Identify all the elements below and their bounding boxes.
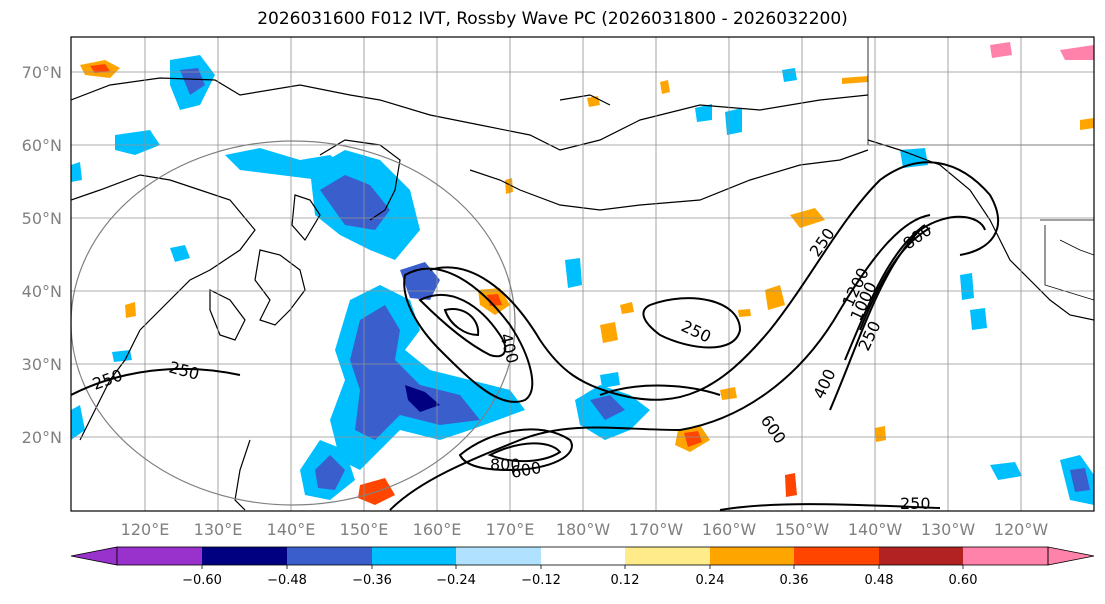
colorbar-swatch [879,547,963,565]
colorbar-tick-label: −0.48 [267,573,307,588]
latitude-labels: 70°N 60°N 50°N 40°N 30°N 20°N [22,63,62,447]
lat-label: 40°N [22,282,62,301]
lon-label: 180°W [556,520,611,539]
colorbar: −0.60 −0.48 −0.36 −0.24 −0.12 0.12 0.24 … [70,546,1095,588]
colorbar-min-extension [70,546,118,566]
lat-label: 50°N [22,209,62,228]
map-title: 2026031600 F012 IVT, Rossby Wave PC (202… [257,9,848,29]
colorbar-tick-label: 0.36 [780,573,809,588]
lon-label: 160°E [413,520,462,539]
ivt-contours [71,161,1000,511]
lat-label: 60°N [22,136,62,155]
colorbar-tick-label: −0.12 [521,573,561,588]
coastlines [71,77,1094,511]
lon-label: 150°W [775,520,830,539]
lon-label: 140°E [267,520,316,539]
colorbar-tick-label: −0.60 [182,573,222,588]
colorbar-swatch [963,547,1048,565]
contour-label: 800 [490,455,521,474]
colorbar-swatch [202,547,287,565]
lon-label: 120°E [121,520,170,539]
negative-anomaly-shading [71,55,1094,505]
lon-label: 160°W [702,520,757,539]
colorbar-tick-label: −0.36 [352,573,392,588]
colorbar-tick-label: −0.24 [436,573,476,588]
colorbar-tick-label: 0.60 [949,573,978,588]
colorbar-swatch [625,547,710,565]
contour-label: 250 [900,494,931,513]
colorbar-swatch [794,547,879,565]
colorbar-swatch [117,547,202,565]
colorbar-swatch [710,547,794,565]
colorbar-swatch [372,547,456,565]
longitude-labels: 120°E 130°E 140°E 150°E 160°E 170°E 180°… [121,520,1049,539]
lon-label: 120°W [994,520,1049,539]
colorbar-tick-label: 0.24 [696,573,725,588]
colorbar-max-extension [1047,546,1095,566]
lat-label: 30°N [22,355,62,374]
reference-circle [71,140,516,506]
map-area [71,37,1094,511]
lon-label: 170°W [629,520,684,539]
lon-label: 130°W [921,520,976,539]
lat-label: 70°N [22,63,62,82]
colorbar-tick-label: 0.48 [865,573,894,588]
positive-anomaly-shading [80,42,1094,505]
gridlines [71,37,1094,511]
colorbar-swatch [287,547,372,565]
lon-label: 170°E [486,520,535,539]
lat-label: 20°N [22,428,62,447]
lon-label: 130°E [194,520,243,539]
colorbar-swatch [541,547,625,565]
colorbar-swatch [456,547,541,565]
colorbar-tick-label: 0.12 [611,573,640,588]
lon-label: 140°W [848,520,903,539]
lon-label: 150°E [340,520,389,539]
